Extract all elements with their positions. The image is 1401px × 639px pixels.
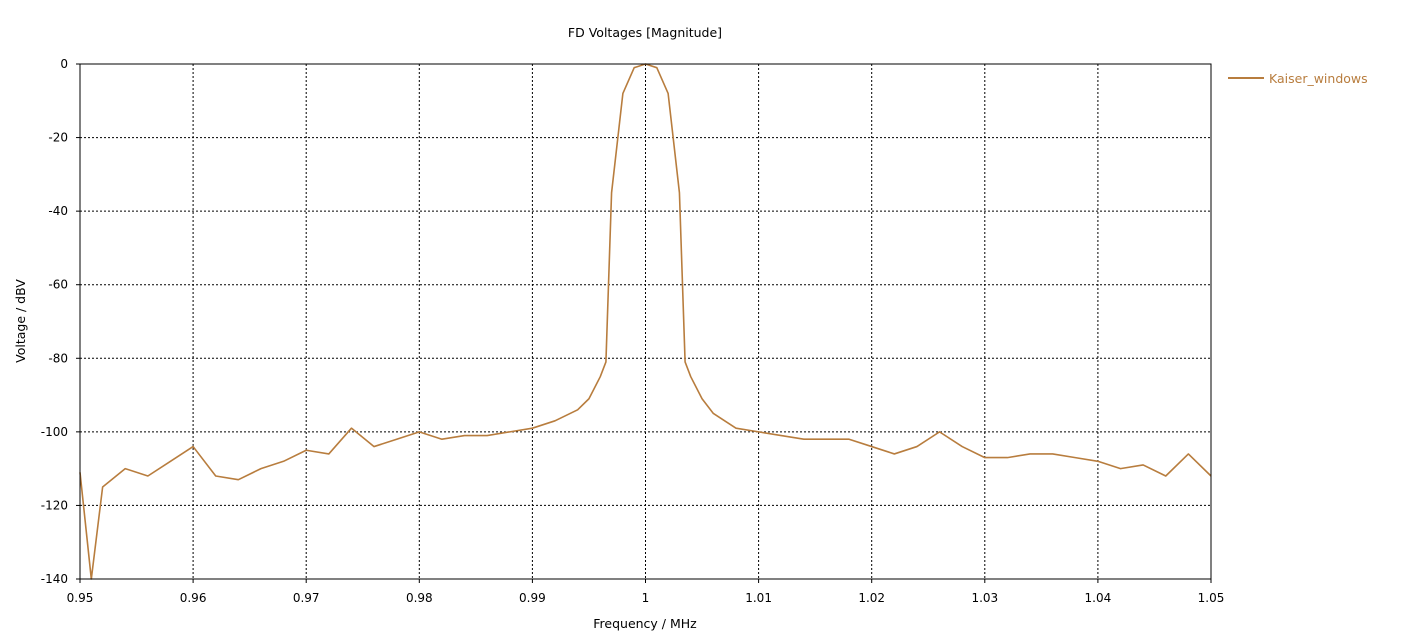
x-tick-label: 1 xyxy=(642,591,650,605)
y-tick-label: -120 xyxy=(41,498,68,512)
y-tick-label: -20 xyxy=(48,131,68,145)
x-tick-label: 1.04 xyxy=(1085,591,1112,605)
x-tick-label: 1.01 xyxy=(745,591,772,605)
x-tick-label: 0.95 xyxy=(67,591,94,605)
y-tick-label: -140 xyxy=(41,572,68,586)
x-axis: 0.95 0.96 0.97 0.98 0.99 1 1.01 1.02 1.03 1.04 1.0… xyxy=(67,579,1225,605)
legend: Kaiser_windows xyxy=(1228,71,1368,86)
y-tick-label: -40 xyxy=(48,204,68,218)
y-axis-label: Voltage / dBV xyxy=(13,279,28,363)
y-tick-label: -100 xyxy=(41,425,68,439)
x-tick-label: 1.02 xyxy=(858,591,885,605)
y-tick-label: -60 xyxy=(48,278,68,292)
grid xyxy=(80,64,1211,579)
x-tick-label: 0.98 xyxy=(406,591,433,605)
legend-entry-kaiser-windows: Kaiser_windows xyxy=(1269,71,1368,86)
series-layer xyxy=(79,63,1212,580)
x-tick-label: 0.99 xyxy=(519,591,546,605)
series-line-kaiser-windows xyxy=(79,63,1212,580)
y-tick-label: 0 xyxy=(60,57,68,71)
x-tick-label: 1.03 xyxy=(971,591,998,605)
x-tick-label: 0.97 xyxy=(293,591,320,605)
x-tick-label: 1.05 xyxy=(1198,591,1225,605)
chart-title: FD Voltages [Magnitude] xyxy=(568,25,722,40)
y-tick-label: -80 xyxy=(48,351,68,365)
x-tick-label: 0.96 xyxy=(180,591,207,605)
x-axis-label: Frequency / MHz xyxy=(593,616,697,631)
y-axis: 0 -20 -40 -60 -80 -100 -120 -140 xyxy=(41,57,80,586)
